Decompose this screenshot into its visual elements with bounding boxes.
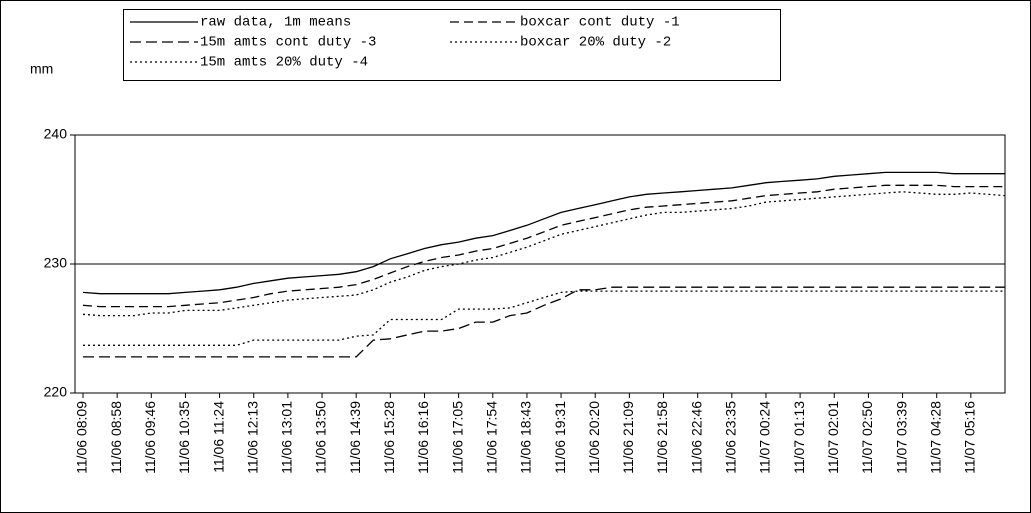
y-axis-label: mm bbox=[30, 61, 53, 77]
series-line bbox=[82, 191, 1006, 317]
x-tick-label: 11/07 02:50 bbox=[859, 401, 875, 474]
series-line bbox=[83, 290, 1005, 346]
x-tick-label: 11/06 10:35 bbox=[176, 401, 192, 474]
legend-label: raw data, 1m means bbox=[200, 15, 351, 31]
legend-label: boxcar cont duty -1 bbox=[520, 15, 680, 31]
x-tick-label: 11/06 11:24 bbox=[210, 401, 226, 473]
x-tick-label: 11/06 16:16 bbox=[415, 401, 431, 474]
series-line bbox=[82, 184, 1005, 308]
x-tick-label: 11/07 01:13 bbox=[791, 401, 807, 474]
legend-label: boxcar 20% duty -2 bbox=[520, 35, 671, 51]
series-line bbox=[83, 286, 1005, 358]
x-tick-label: 11/06 20:20 bbox=[586, 401, 602, 474]
y-tick-label: 240 bbox=[44, 126, 68, 142]
x-tick-label: 11/06 08:58 bbox=[108, 401, 124, 474]
x-tick-label: 11/06 12:13 bbox=[244, 401, 260, 474]
x-tick-label: 11/06 17:05 bbox=[449, 401, 465, 474]
series-line bbox=[82, 171, 1005, 295]
legend-box bbox=[123, 9, 781, 81]
x-tick-label: 11/07 04:28 bbox=[927, 401, 943, 474]
x-tick-label: 11/06 19:31 bbox=[552, 401, 568, 474]
legend-label: 15m amts 20% duty -4 bbox=[200, 55, 368, 71]
x-tick-label: 11/07 00:24 bbox=[757, 401, 773, 474]
x-tick-label: 11/06 13:50 bbox=[313, 401, 329, 474]
x-tick-label: 11/06 22:46 bbox=[688, 401, 704, 474]
y-tick-label: 230 bbox=[44, 255, 68, 271]
y-tick-label: 220 bbox=[44, 384, 68, 400]
x-tick-label: 11/06 21:58 bbox=[654, 401, 670, 474]
x-tick-label: 11/06 15:28 bbox=[381, 401, 397, 474]
x-tick-label: 11/06 14:39 bbox=[347, 401, 363, 474]
x-tick-label: 11/07 05:16 bbox=[962, 401, 978, 474]
x-tick-label: 11/06 08:09 bbox=[74, 401, 90, 474]
x-tick-label: 11/06 13:01 bbox=[279, 401, 295, 474]
x-tick-label: 11/06 21:09 bbox=[620, 401, 636, 474]
x-tick-label: 11/06 17:54 bbox=[483, 401, 499, 474]
x-tick-label: 11/06 23:35 bbox=[723, 401, 739, 474]
x-tick-label: 11/06 18:43 bbox=[518, 401, 534, 474]
x-tick-label: 11/07 03:39 bbox=[893, 401, 909, 474]
x-tick-label: 11/07 02:01 bbox=[825, 401, 841, 474]
x-tick-label: 11/06 09:46 bbox=[142, 401, 158, 474]
legend-label: 15m amts cont duty -3 bbox=[200, 35, 376, 51]
